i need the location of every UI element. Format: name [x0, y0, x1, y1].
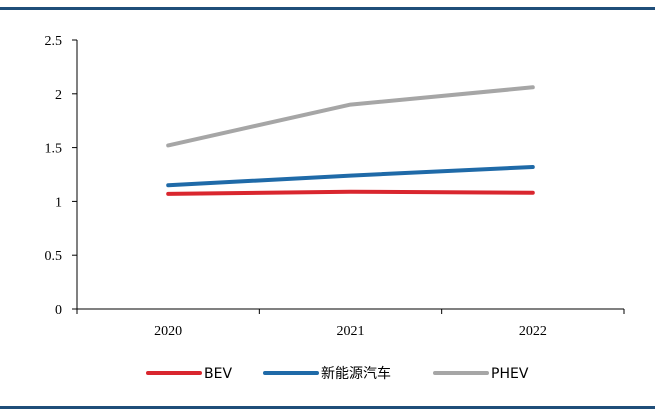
bottom-rule [0, 406, 655, 409]
series-line-2 [166, 85, 535, 148]
axes: 0 0.5 1 1.5 2 2.5 2020 2021 2022 [45, 34, 625, 339]
y-tick-label: 1 [55, 195, 62, 210]
legend-label-2: PHEV [491, 366, 529, 382]
y-tick-label: 0.5 [45, 249, 63, 264]
series-line-0 [166, 189, 535, 196]
legend: BEV 新能源汽车 PHEV [146, 365, 529, 382]
legend-label-1: 新能源汽车 [321, 365, 391, 382]
series-line-1 [166, 165, 535, 188]
top-rule [0, 7, 655, 10]
y-tick-label: 2.5 [45, 34, 63, 49]
series-lines [166, 85, 535, 196]
legend-label-0: BEV [204, 366, 232, 382]
x-tick-label: 2022 [519, 324, 547, 339]
y-tick-label: 2 [55, 88, 62, 103]
y-tick-label: 1.5 [45, 142, 63, 157]
x-tick-label: 2021 [337, 324, 365, 339]
x-tick-label: 2020 [154, 324, 182, 339]
y-tick-label: 0 [55, 303, 62, 318]
